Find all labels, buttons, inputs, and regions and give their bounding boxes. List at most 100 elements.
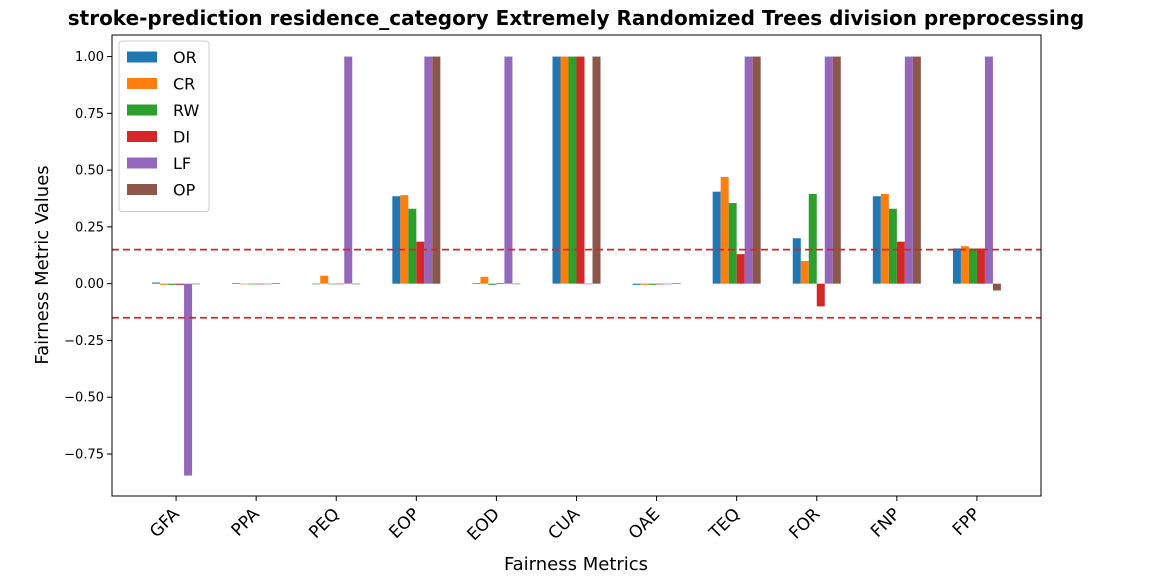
y-tick-label: −0.75 [64,447,104,462]
legend-label-op: OP [173,181,196,200]
bar-op-oae [672,282,681,284]
bar-op-eod [512,283,521,285]
bar-cr-oae [640,283,649,285]
bar-or-ppa [232,282,241,284]
y-tick-label: 0.75 [75,107,104,122]
bar-or-cua [552,56,561,284]
bar-cr-fpp [960,246,969,284]
bar-lf-fpp [984,56,993,284]
x-tick-label-for: FOR [785,504,824,543]
y-tick-label: 0.50 [75,164,104,179]
bar-rw-gfa [168,283,177,285]
bar-or-eod [472,282,481,284]
legend-label-di: DI [173,128,190,147]
x-tick-label-eod: EOD [463,504,503,544]
bar-cr-fnp [880,193,889,284]
x-tick-label-peq: PEQ [305,504,343,542]
reference-lines [112,248,1041,319]
bar-or-peq [312,283,321,285]
legend: OR CR RW DI LF OP [118,40,210,212]
bar-op-for [832,56,841,284]
bar-rw-ppa [248,283,257,285]
bar-lf-ppa [264,283,273,285]
chart-title: stroke-prediction residence_category Ext… [68,6,1085,30]
bars-layer [152,56,1001,476]
bar-cr-for [800,260,809,284]
bar-rw-fpp [968,248,977,284]
legend-swatch-op [127,184,157,195]
bar-rw-for [808,193,817,284]
bar-or-eop [392,196,401,284]
bar-di-eod [496,282,505,284]
bar-cr-peq [320,275,329,284]
bar-di-teq [736,254,745,284]
bar-lf-peq [344,56,353,284]
bar-di-fpp [976,248,985,284]
y-tick-label: 0.25 [75,220,104,235]
bar-rw-fnp [888,208,897,284]
bar-di-gfa [176,283,185,285]
x-axis-label: Fairness Metrics [504,554,648,575]
legend-label-cr: CR [173,75,195,94]
legend-swatch-or [127,51,157,63]
bar-or-fnp [872,196,881,284]
y-tick-label: 1.00 [75,50,104,65]
bar-rw-peq [328,283,337,285]
bar-op-eop [432,56,441,284]
y-tick-label: −0.25 [64,334,104,349]
bar-cr-eod [480,276,489,284]
bar-or-for [792,238,801,284]
bar-di-oae [656,283,665,285]
x-tick-label-oae: OAE [625,504,664,543]
bar-rw-oae [648,283,657,285]
bar-cr-cua [560,56,569,284]
bar-lf-fnp [904,56,913,284]
bar-lf-for [824,56,833,284]
bar-di-peq [336,283,345,285]
bar-di-fnp [896,241,905,284]
legend-swatch-di [127,131,157,142]
bar-or-teq [712,191,721,284]
legend-swatch-cr [127,78,157,89]
bar-op-teq [752,56,761,284]
x-tick-label-cua: CUA [544,504,584,544]
x-axis: GFA PPA PEQ EOP EOD CUA OAE TEQ FOR FNP FPP [146,496,984,545]
bar-cr-eop [400,195,409,284]
legend-label-or: OR [173,48,197,67]
bar-op-fnp [912,56,921,284]
bar-cr-teq [720,176,729,284]
x-tick-label-gfa: GFA [146,504,184,542]
x-tick-label-eop: EOP [385,504,423,542]
legend-swatch-rw [127,104,157,116]
bar-op-cua [592,56,601,284]
bar-op-ppa [272,282,281,284]
legend-label-rw: RW [173,101,199,120]
bar-cr-ppa [240,283,249,285]
bar-op-fpp [992,283,1001,291]
bar-di-ppa [256,283,265,285]
legend-swatch-lf [127,157,157,169]
bar-rw-eop [408,208,417,284]
bar-di-for [816,283,825,307]
y-tick-label: 0.00 [75,277,104,292]
bar-lf-teq [744,56,753,284]
x-tick-label-ppa: PPA [228,504,264,540]
bar-rw-eod [488,283,497,285]
bar-or-gfa [152,282,161,284]
bar-lf-eop [424,56,433,284]
x-tick-label-fpp: FPP [949,504,985,540]
bar-di-eop [416,241,425,284]
x-tick-label-teq: TEQ [705,504,744,543]
bar-cr-gfa [160,283,169,285]
bar-or-fpp [952,248,961,284]
legend-label-lf: LF [173,154,191,173]
y-axis: 1.00 0.75 0.50 0.25 0.00 −0.25 −0.50 −0.75 [64,50,112,462]
bar-lf-gfa [184,283,193,476]
bar-rw-teq [728,203,737,284]
bar-lf-eod [504,56,513,284]
bar-lf-cua [584,283,593,285]
bar-op-gfa [192,283,201,285]
y-axis-label: Fairness Metric Values [32,165,53,364]
